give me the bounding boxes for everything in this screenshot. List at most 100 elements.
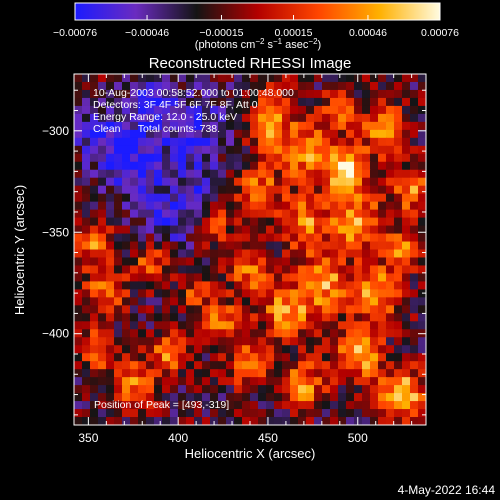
heatmap-cell [82, 249, 91, 259]
heatmap-cell [330, 409, 339, 418]
heatmap-cell [258, 353, 267, 362]
heatmap-cell [114, 113, 123, 123]
heatmap-cell [250, 369, 259, 378]
heatmap-cell [90, 153, 99, 163]
heatmap-cell [306, 185, 315, 195]
heatmap-cell [122, 393, 131, 402]
heatmap-cell [90, 337, 99, 346]
heatmap-cell [98, 345, 107, 354]
heatmap-cell [114, 377, 123, 386]
heatmap-cell [202, 305, 211, 314]
heatmap-cell [130, 385, 139, 394]
colorbar [74, 2, 441, 21]
heatmap-cell [74, 393, 83, 402]
heatmap-cell [258, 145, 267, 155]
heatmap-cell [370, 337, 379, 346]
heatmap-cell [290, 201, 299, 211]
heatmap-cell [314, 97, 323, 107]
heatmap-cell [210, 217, 219, 227]
heatmap-cell [370, 153, 379, 163]
heatmap-cell [138, 297, 147, 306]
heatmap-cell [170, 329, 179, 338]
heatmap-cell [234, 177, 243, 187]
heatmap-cell [154, 409, 163, 418]
heatmap-cell [418, 377, 426, 386]
heatmap-cell [202, 265, 211, 275]
heatmap-cell [162, 273, 171, 283]
heatmap-cell [194, 393, 203, 402]
heatmap-cell [330, 137, 339, 147]
heatmap-cell [98, 153, 107, 163]
heatmap-cell [170, 241, 179, 251]
heatmap-cell [114, 97, 123, 107]
heatmap-cell [290, 129, 299, 139]
heatmap-cell [330, 217, 339, 227]
heatmap-cell [226, 241, 235, 251]
heatmap-cell [306, 289, 315, 298]
heatmap-cell [338, 313, 347, 322]
heatmap-cell [330, 385, 339, 394]
heatmap-cell [162, 193, 171, 203]
heatmap-cell [290, 329, 299, 338]
heatmap-cell [130, 353, 139, 362]
heatmap-cell [194, 153, 203, 163]
heatmap-cell [394, 305, 403, 314]
heatmap-cell [402, 137, 411, 147]
heatmap-cell [98, 169, 107, 179]
heatmap-cell [378, 121, 387, 131]
heatmap-cell [138, 257, 147, 267]
heatmap-cell [138, 217, 147, 227]
heatmap-cell [186, 97, 195, 107]
heatmap-cell [250, 129, 259, 139]
heatmap-cell [306, 257, 315, 267]
heatmap-cell [242, 209, 251, 219]
heatmap-cell [194, 377, 203, 386]
heatmap-cell [306, 337, 315, 346]
heatmap-cell [250, 137, 259, 147]
heatmap-cell [210, 185, 219, 195]
heatmap-cell [386, 241, 395, 251]
heatmap-cell [82, 241, 91, 251]
heatmap-cell [370, 185, 379, 195]
heatmap-cell [346, 217, 355, 227]
heatmap-cell [402, 289, 411, 298]
heatmap-cell [306, 273, 315, 283]
heatmap-cell [138, 161, 147, 171]
heatmap-cell [202, 241, 211, 251]
heatmap-cell [378, 241, 387, 251]
heatmap-cell [410, 345, 419, 354]
heatmap-cell [194, 353, 203, 362]
heatmap-cell [106, 113, 115, 123]
heatmap-cell [178, 193, 187, 203]
heatmap-cell [98, 105, 107, 115]
heatmap-cell [402, 257, 411, 267]
heatmap-cell [330, 153, 339, 163]
heatmap-cell [394, 249, 403, 259]
heatmap-cell [306, 305, 315, 314]
heatmap-cell [154, 385, 163, 394]
heatmap-cell [386, 97, 395, 107]
heatmap-cell [314, 137, 323, 147]
heatmap-cell [266, 145, 275, 155]
heatmap-cell [82, 74, 91, 83]
heatmap-cell [130, 97, 139, 107]
heatmap-cell [170, 281, 179, 290]
heatmap-cell [178, 329, 187, 338]
heatmap-cell [186, 409, 195, 418]
heatmap-cell [130, 129, 139, 139]
heatmap-cell [202, 201, 211, 211]
heatmap-cell [194, 281, 203, 290]
heatmap-cell [410, 393, 419, 402]
heatmap-cell [202, 74, 211, 83]
heatmap-cell [402, 385, 411, 394]
heatmap-cell [74, 265, 83, 275]
heatmap-cell [186, 161, 195, 171]
heatmap-cell [170, 321, 179, 330]
heatmap-cell [290, 145, 299, 155]
heatmap-cell [418, 305, 426, 314]
heatmap-cell [98, 361, 107, 370]
heatmap-cell [394, 185, 403, 195]
heatmap-cell [138, 273, 147, 283]
heatmap-cell [98, 377, 107, 386]
heatmap-cell [338, 185, 347, 195]
